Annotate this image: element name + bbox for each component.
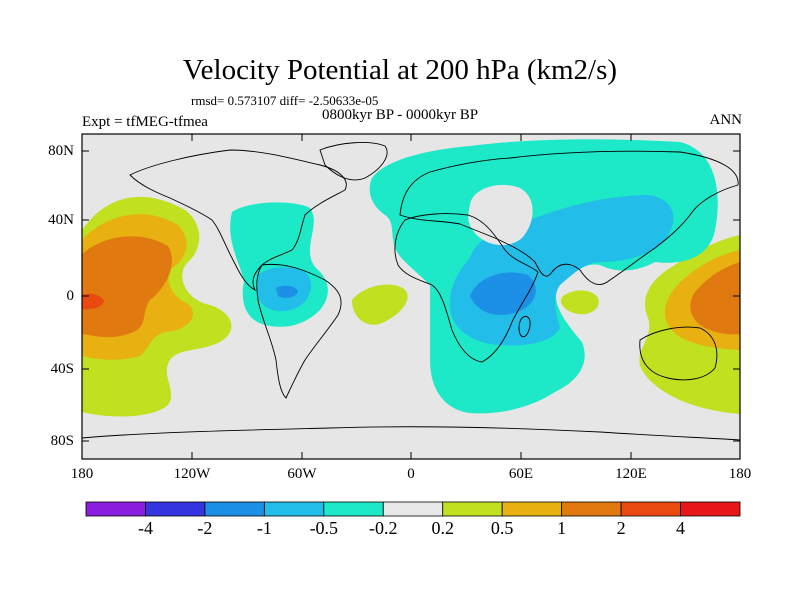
colorbar-swatch: [501, 501, 563, 517]
experiment-label: Expt = tfMEG-tfmea: [82, 114, 208, 130]
positive-region-west-pacific-core: [690, 262, 740, 335]
negative-region-americas-core: [276, 285, 298, 299]
y-tick-label: 80S: [50, 433, 74, 449]
stats-label: rmsd= 0.573107 diff= -2.50633e-05: [191, 93, 379, 108]
season-label: ANN: [709, 112, 743, 128]
coast-antarctica: [82, 426, 740, 441]
x-tick-label: 60E: [508, 466, 534, 482]
colorbar-swatch: [620, 501, 681, 517]
coast-africa: [394, 213, 539, 363]
colorbar-label: 1: [557, 518, 567, 538]
x-tick-label: 180: [70, 466, 94, 482]
y-tick-label: 0: [66, 288, 75, 304]
coastlines: [82, 142, 740, 441]
x-tick-label: 0: [407, 466, 415, 482]
coast-south-america: [256, 263, 342, 399]
neutral-region-central-asia: [468, 184, 533, 246]
colorbar-label: -1: [256, 518, 272, 538]
positive-region-indian-ocean: [560, 290, 599, 315]
coast-madagascar: [518, 315, 531, 338]
colorbar-label: -0.5: [309, 518, 339, 538]
positive-region-atlantic: [352, 284, 408, 325]
colorbar-swatch: [561, 501, 622, 517]
colorbar-swatch: [382, 501, 444, 517]
colorbar-label: -0.2: [369, 518, 398, 538]
colorbar-swatch: [263, 501, 325, 517]
coast-greenland: [319, 142, 388, 181]
period-label: 0800kyr BP - 0000kyr BP: [322, 107, 479, 123]
colorbar-label: 0.2: [431, 518, 454, 538]
coast-north-america: [129, 149, 347, 292]
colorbar-swatch: [145, 501, 206, 517]
map-title: Velocity Potential at 200 hPa (km2/s): [182, 54, 618, 86]
positive-region-east-pacific-core: [82, 236, 172, 338]
colorbar-swatch: [680, 501, 741, 517]
colorbar-label: 2: [616, 518, 626, 538]
positive-region-east-pacific-max: [82, 293, 104, 310]
colorbar-swatch: [442, 501, 503, 517]
axis-ticks: [81, 134, 741, 459]
y-tick-label: 80N: [48, 143, 74, 159]
x-tick-label: 180: [728, 466, 752, 482]
y-tick-label: 40N: [48, 212, 74, 228]
colorbar-label: -4: [137, 518, 153, 538]
colorbar-swatch: [204, 501, 265, 517]
x-tick-label: 120W: [173, 466, 211, 482]
coast-australia: [639, 326, 718, 381]
colorbar: [85, 501, 741, 517]
colorbar-label: 0.5: [490, 518, 514, 538]
colorbar-label: 4: [676, 518, 686, 538]
colorbar-swatch: [85, 501, 146, 517]
colorbar-label: -2: [197, 518, 213, 538]
x-tick-label: 60W: [287, 466, 317, 482]
negative-region-eurasia-africa-core: [470, 272, 536, 315]
x-tick-label: 120E: [615, 466, 647, 482]
coast-eurasia: [399, 150, 739, 285]
field-layer: [82, 134, 740, 459]
colorbar-swatch: [323, 501, 384, 517]
y-tick-label: 40S: [50, 361, 74, 377]
